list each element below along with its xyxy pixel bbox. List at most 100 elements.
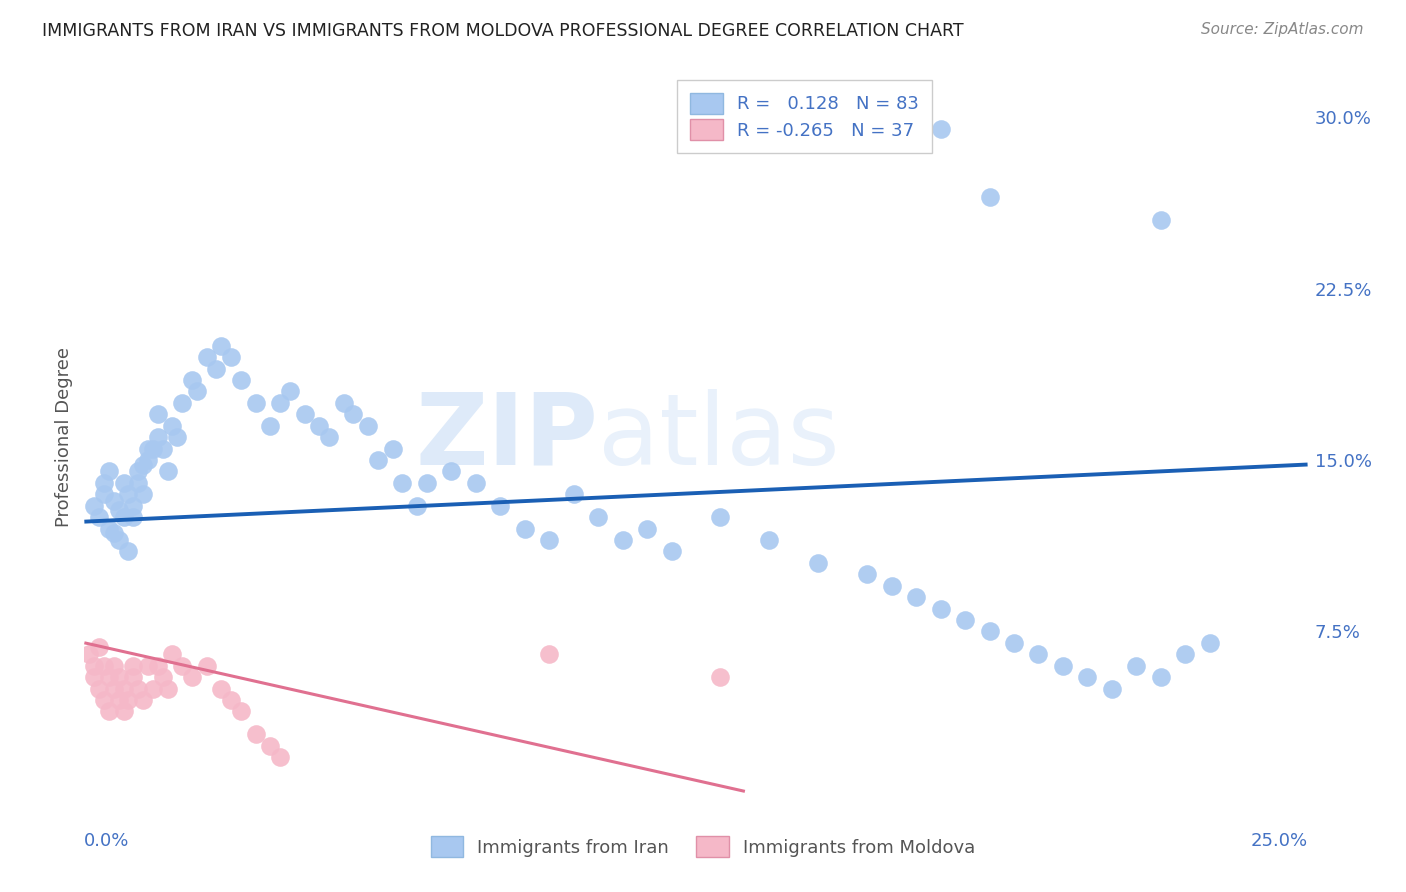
Point	[103, 494, 125, 508]
Point	[172, 658, 194, 673]
Point	[93, 658, 115, 673]
Point	[132, 458, 155, 472]
Point	[979, 190, 1001, 204]
Point	[259, 739, 281, 753]
Point	[136, 658, 159, 673]
Point	[117, 487, 139, 501]
Point	[1052, 658, 1074, 673]
Point	[929, 601, 952, 615]
Point	[209, 338, 232, 352]
Point	[107, 693, 129, 707]
Point	[103, 658, 125, 673]
Point	[112, 475, 135, 490]
Text: atlas: atlas	[598, 389, 839, 485]
Point	[416, 475, 439, 490]
Point	[181, 670, 204, 684]
Point	[205, 361, 228, 376]
Point	[122, 510, 145, 524]
Point	[93, 487, 115, 501]
Point	[929, 121, 952, 136]
Point	[132, 487, 155, 501]
Point	[440, 464, 463, 478]
Point	[269, 750, 291, 764]
Point	[318, 430, 340, 444]
Point	[117, 544, 139, 558]
Point	[107, 503, 129, 517]
Point	[112, 681, 135, 696]
Point	[269, 396, 291, 410]
Text: 0.0%: 0.0%	[84, 832, 129, 850]
Point	[709, 510, 731, 524]
Point	[209, 681, 232, 696]
Point	[245, 727, 267, 741]
Point	[229, 373, 252, 387]
Point	[136, 453, 159, 467]
Point	[406, 499, 429, 513]
Point	[1002, 636, 1025, 650]
Point	[93, 475, 115, 490]
Point	[513, 521, 536, 535]
Point	[122, 670, 145, 684]
Point	[562, 487, 585, 501]
Point	[880, 579, 903, 593]
Point	[97, 521, 120, 535]
Point	[1150, 213, 1173, 227]
Point	[146, 407, 169, 421]
Legend: R =   0.128   N = 83, R = -0.265   N = 37: R = 0.128 N = 83, R = -0.265 N = 37	[678, 80, 932, 153]
Point	[905, 590, 928, 604]
Point	[152, 670, 174, 684]
Point	[308, 418, 330, 433]
Point	[117, 693, 139, 707]
Point	[127, 464, 149, 478]
Point	[97, 464, 120, 478]
Point	[156, 681, 179, 696]
Point	[1174, 647, 1197, 661]
Point	[146, 658, 169, 673]
Point	[807, 556, 830, 570]
Point	[342, 407, 364, 421]
Point	[122, 658, 145, 673]
Point	[127, 681, 149, 696]
Point	[162, 418, 184, 433]
Point	[152, 442, 174, 456]
Point	[195, 350, 218, 364]
Point	[709, 670, 731, 684]
Point	[538, 533, 561, 547]
Point	[357, 418, 380, 433]
Point	[1076, 670, 1098, 684]
Point	[259, 418, 281, 433]
Legend: Immigrants from Iran, Immigrants from Moldova: Immigrants from Iran, Immigrants from Mo…	[418, 823, 988, 870]
Point	[1198, 636, 1220, 650]
Point	[122, 499, 145, 513]
Point	[103, 681, 125, 696]
Point	[636, 521, 658, 535]
Point	[538, 647, 561, 661]
Point	[489, 499, 512, 513]
Point	[229, 705, 252, 719]
Point	[142, 442, 165, 456]
Point	[219, 693, 242, 707]
Point	[112, 705, 135, 719]
Point	[332, 396, 354, 410]
Point	[107, 533, 129, 547]
Point	[83, 499, 105, 513]
Point	[166, 430, 188, 444]
Y-axis label: Professional Degree: Professional Degree	[55, 347, 73, 527]
Point	[391, 475, 413, 490]
Point	[83, 670, 105, 684]
Point	[87, 640, 110, 655]
Point	[586, 510, 609, 524]
Text: 25.0%: 25.0%	[1250, 832, 1308, 850]
Point	[146, 430, 169, 444]
Point	[758, 533, 780, 547]
Point	[142, 681, 165, 696]
Text: ZIP: ZIP	[415, 389, 598, 485]
Point	[103, 526, 125, 541]
Point	[612, 533, 634, 547]
Point	[107, 670, 129, 684]
Point	[172, 396, 194, 410]
Point	[136, 442, 159, 456]
Point	[181, 373, 204, 387]
Point	[464, 475, 486, 490]
Text: IMMIGRANTS FROM IRAN VS IMMIGRANTS FROM MOLDOVA PROFESSIONAL DEGREE CORRELATION : IMMIGRANTS FROM IRAN VS IMMIGRANTS FROM …	[42, 22, 963, 40]
